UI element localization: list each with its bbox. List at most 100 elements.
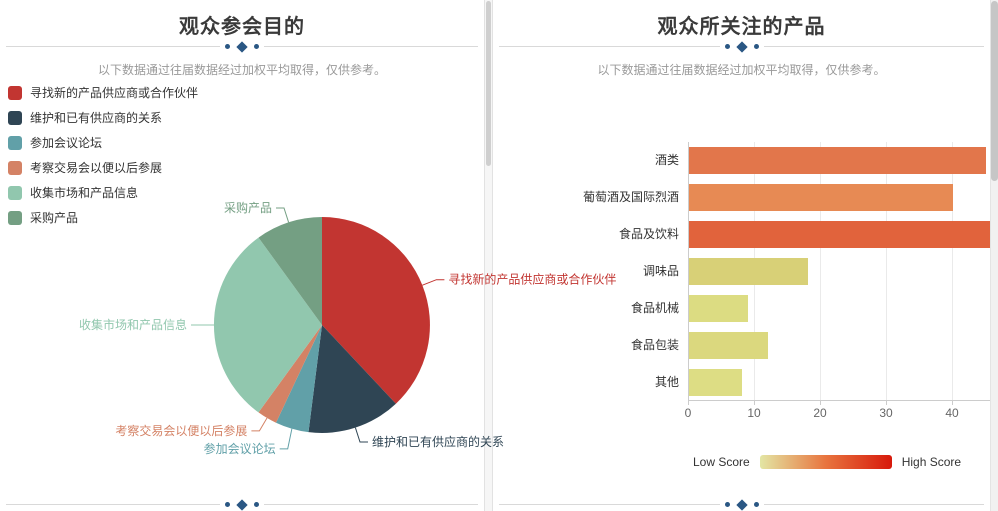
pie-legend: 寻找新的产品供应商或合作伙伴 维护和已有供应商的关系 参加会议论坛考察交易会以便以后… [8,84,198,234]
left-panel-title: 观众参会目的 [179,16,305,38]
y-axis-category-label: 其他 [654,375,679,389]
bar[interactable] [689,258,808,285]
title-ornament [499,40,984,53]
x-axis-tick-label: 40 [945,406,959,420]
pie-label: 采购产品 [224,200,272,215]
bar[interactable] [689,147,986,174]
x-axis-tick-label: 20 [813,406,827,420]
pie-slice[interactable] [308,325,396,433]
x-axis-line [688,400,990,401]
ornament-dot-icon [753,44,759,49]
pie-label: 参加会议论坛 [204,441,276,456]
bar-chart: 0 10 20 30 40 酒类葡萄酒及国际烈酒食品及饮料调味品食品机械食品包装其他 [493,0,990,511]
visualmap-legend: Low Score High Score [693,455,961,469]
right-panel-title: 观众所关注的产品 [657,16,826,38]
ornament-dot-icon [724,502,730,507]
axis-tick [688,400,689,405]
page-scrollbar[interactable] [990,0,998,511]
footer-ornament [6,498,478,511]
legend-marker-icon [8,185,22,200]
ornament-line [499,46,720,47]
bar[interactable] [689,184,953,211]
x-axis-tick-label: 0 [684,406,692,420]
ornament-dot-icon [724,44,730,49]
ornament-line [264,46,478,47]
right-panel-subtitle: 以下数据通过往届数据经过加权平均取得，仅供参考。 [597,63,886,77]
pie-label-line [276,207,290,223]
bar[interactable] [689,369,742,396]
ornament-line [264,504,478,505]
visualmap-low-label: Low Score [693,455,750,469]
footer-ornament [499,498,984,511]
pie-slice[interactable] [276,325,322,433]
y-axis-category-label: 葡萄酒及国际烈酒 [582,190,679,204]
ornament-line [763,46,984,47]
legend-marker-icon [8,110,22,125]
ornament-dot-icon [254,502,259,507]
panel-products-of-interest: 观众所关注的产品 以下数据通过往届数据经过加权平均取得，仅供参考。 0 10 20 3… [493,0,990,511]
legend-item[interactable]: 参加会议论坛 [8,134,198,151]
bar[interactable] [689,295,749,322]
pie-slice[interactable] [213,237,322,413]
legend-marker-icon [8,135,22,150]
ornament-line [6,46,220,47]
pie-label: 考察交易会以便以后参展 [115,423,247,438]
left-panel-subtitle: 以下数据通过往届数据经过加权平均取得，仅供参考。 [97,63,386,77]
title-ornament [6,40,478,53]
pie-label-line [251,417,268,432]
axis-tick [820,400,821,405]
y-axis-category-label: 食品及饮料 [618,227,679,241]
legend-item[interactable]: 收集市场和产品信息 [8,184,198,201]
legend-label: 考察交易会以便以后参展 [30,161,163,175]
bar[interactable] [689,332,769,359]
ornament-line [6,504,220,505]
ornament-dot-icon [254,44,259,49]
ornament-line [763,504,984,505]
axis-tick [754,400,755,405]
y-axis-category-label: 食品包装 [630,338,679,352]
legend-label: 采购产品 [30,211,79,225]
pie-slice[interactable] [258,325,323,423]
panel-attendance-purpose: 观众参会目的 以下数据通过往届数据经过加权平均取得，仅供参考。 寻找新的产品供应… [0,0,616,511]
y-axis-category-label: 酒类 [654,153,679,167]
ornament-dot-icon [225,44,230,49]
pie-label-line [279,428,293,450]
legend-marker-icon [8,210,22,225]
page-scrollbar-thumb[interactable] [991,1,998,181]
visualmap-high-label: High Score [901,455,962,469]
ornament-dot-icon [225,502,230,507]
visualmap-gradient[interactable] [759,455,892,469]
axis-tick [952,400,953,405]
ornament-dot-icon [753,502,759,507]
legend-item[interactable]: 维护和已有供应商的关系 [8,109,198,126]
legend-label: 寻找新的产品供应商或合作伙伴 [30,86,199,100]
pie-label-line [422,279,445,286]
pie-slice[interactable] [258,216,323,325]
legend-item[interactable]: 寻找新的产品供应商或合作伙伴 [8,84,198,101]
y-axis-line [688,142,689,400]
x-axis-tick-label: 10 [747,406,761,420]
legend-label: 维护和已有供应商的关系 [30,111,163,125]
gridline [820,142,821,400]
ornament-line [499,504,720,505]
pie-label: 维护和已有供应商的关系 [372,434,504,449]
pie-slice[interactable] [322,217,430,404]
gridline [886,142,887,400]
legend-item[interactable]: 采购产品 [8,209,198,226]
legend-item[interactable]: 考察交易会以便以后参展 [8,159,198,176]
y-axis-category-label: 食品机械 [630,301,679,315]
legend-marker-icon [8,160,22,175]
x-axis-tick-label: 30 [879,406,893,420]
legend-label: 参加会议论坛 [30,136,103,150]
y-axis-category-label: 调味品 [642,264,679,278]
axis-tick [886,400,887,405]
bar[interactable] [689,221,990,248]
legend-label: 收集市场和产品信息 [30,186,139,200]
pie-label: 收集市场和产品信息 [79,317,187,332]
left-panel-scrollbar-thumb[interactable] [486,1,491,166]
pie-label: 寻找新的产品供应商或合作伙伴 [448,272,616,287]
legend-marker-icon [8,85,22,100]
left-panel-scrollbar[interactable] [484,0,493,511]
